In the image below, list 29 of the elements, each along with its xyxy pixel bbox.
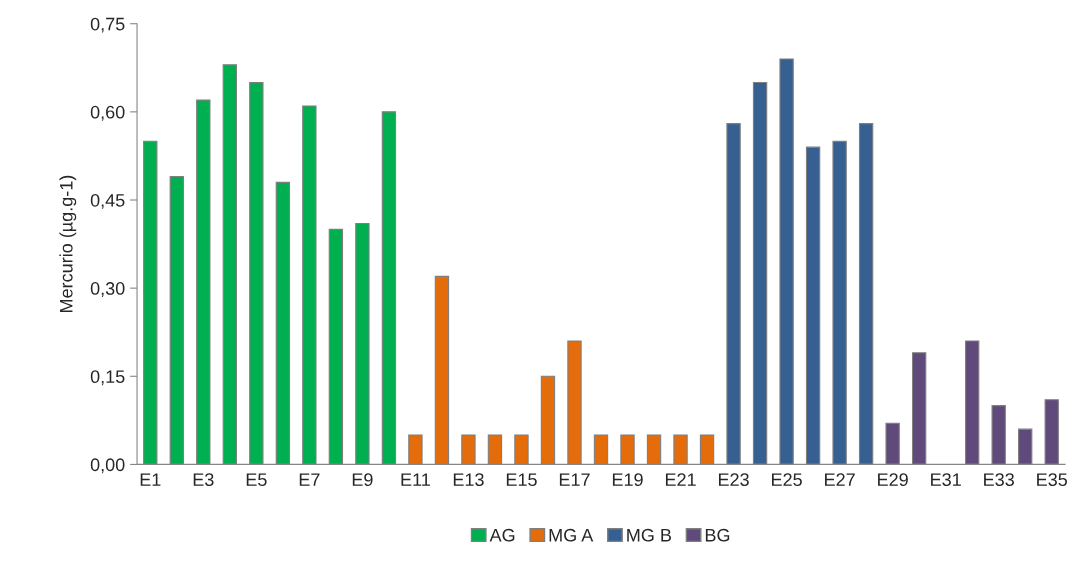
x-tick-label: E29 <box>878 473 908 487</box>
legend-label: MG B <box>627 528 671 542</box>
y-tick-label: 0,15 <box>90 370 125 386</box>
x-tick-label: E15 <box>506 473 537 487</box>
x-tick-label: E7 <box>299 473 320 486</box>
x-tick-label: E33 <box>984 473 1014 487</box>
legend-label: BG <box>705 528 730 542</box>
y-tick-label: 0,30 <box>90 282 125 297</box>
x-tick-label: E3 <box>193 473 214 487</box>
y-tick-label: 0,45 <box>90 193 125 209</box>
x-tick-label: E23 <box>718 473 749 487</box>
x-tick-label: E5 <box>246 473 267 487</box>
x-tick-label: E27 <box>825 473 855 486</box>
x-tick-label: E1 <box>140 473 161 486</box>
x-tick-label: E13 <box>453 473 484 487</box>
x-tick-label: E11 <box>401 473 430 486</box>
x-tick-label: E35 <box>1037 473 1068 487</box>
x-tick-label: E17 <box>559 473 590 486</box>
x-tick-label: E21 <box>665 473 696 486</box>
y-tick-label: 0,60 <box>90 105 125 121</box>
y-tick-label: 0,00 <box>90 458 125 474</box>
legend-label: MG A <box>549 528 594 542</box>
x-tick-label: E9 <box>352 473 373 487</box>
legend-label: AG <box>489 528 515 542</box>
y-tick-label: 0,75 <box>90 17 125 33</box>
x-tick-label: E25 <box>772 473 802 487</box>
x-tick-label: E31 <box>931 473 961 487</box>
y-axis-title: Mercurio (µg.g-1) <box>59 175 77 313</box>
x-tick-label: E19 <box>612 473 643 487</box>
